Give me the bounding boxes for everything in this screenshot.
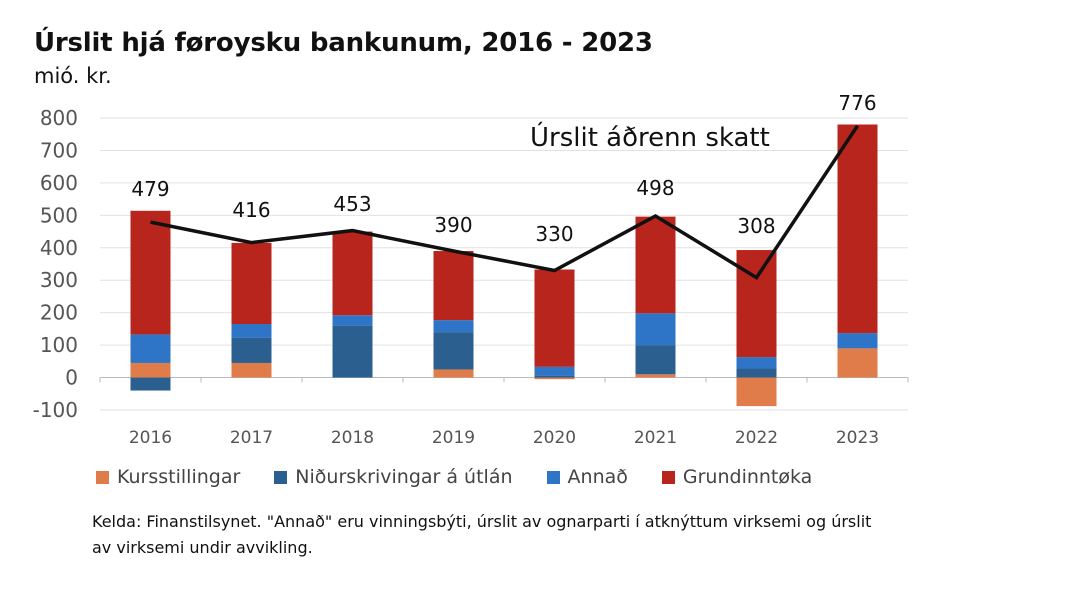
bar-1-2019 <box>433 332 474 370</box>
bar-0-2023 <box>837 348 878 378</box>
legend-swatch-grundinntoka <box>661 470 675 484</box>
bar-3-2019 <box>433 251 474 321</box>
legend-item-annad: Annað <box>546 466 628 488</box>
bar-1-2022 <box>736 368 777 378</box>
bar-2-2022 <box>736 357 777 369</box>
x-tick-label: 2021 <box>634 428 677 448</box>
x-tick-label: 2020 <box>533 428 576 448</box>
bar-1-2017 <box>231 337 272 363</box>
y-tick-label: 400 <box>40 236 78 260</box>
bar-2-2016 <box>130 334 171 363</box>
y-axis-unit-label: mió. kr. <box>34 64 112 88</box>
bar-2-2020 <box>534 366 575 376</box>
bar-3-2020 <box>534 269 575 367</box>
x-tick-label: 2017 <box>230 428 273 448</box>
legend-item-grundinntoka: Grundinntøka <box>661 466 813 488</box>
bar-3-2018 <box>332 231 373 316</box>
x-tick-label: 2023 <box>836 428 879 448</box>
line-data-label: 776 <box>838 91 876 115</box>
x-tick-label: 2019 <box>432 428 475 448</box>
bar-0-2019 <box>433 369 474 378</box>
legend: Kursstillingar Niðurskrivingar á útlán A… <box>96 466 812 488</box>
legend-swatch-nidurskrivingar <box>274 470 288 484</box>
legend-label-kursstillingar: Kursstillingar <box>117 466 241 488</box>
x-tick-label: 2018 <box>331 428 374 448</box>
line-data-label: 479 <box>131 177 169 201</box>
chart-title: Úrslit hjá føroysku bankunum, 2016 - 202… <box>34 28 653 58</box>
line-data-label: 390 <box>434 213 472 237</box>
line-data-label: 330 <box>535 222 573 246</box>
bar-0-2017 <box>231 362 272 378</box>
legend-swatch-kursstillingar <box>96 470 109 484</box>
line-data-label: 498 <box>636 176 674 200</box>
bar-2-2023 <box>837 333 878 349</box>
y-tick-label: 0 <box>65 366 78 390</box>
bar-3-2021 <box>635 216 676 314</box>
bar-0-2021 <box>635 374 676 378</box>
legend-label-nidurskrivingar: Niðurskrivingar á útlán <box>295 466 513 488</box>
bar-0-2016 <box>130 362 171 378</box>
line-data-label: 308 <box>737 214 775 238</box>
bar-2-2018 <box>332 315 373 326</box>
bar-3-2022 <box>736 250 777 358</box>
y-tick-label: -100 <box>33 398 78 422</box>
legend-label-grundinntoka: Grundinntøka <box>682 466 813 488</box>
source-note: Kelda: Finanstilsynet. "Annað" eru vinni… <box>92 512 872 557</box>
line-series-urslit-adrenn-skatt <box>150 124 859 280</box>
y-tick-label: 800 <box>40 106 78 130</box>
bar-1-2020 <box>534 375 575 378</box>
bar-3-2017 <box>231 242 272 325</box>
bar-1-2018 <box>332 325 373 378</box>
legend-item-kursstillingar: Kursstillingar <box>96 466 240 488</box>
bar-2-2019 <box>433 320 474 333</box>
line-series-annotation: Úrslit áðrenn skatt <box>530 121 770 153</box>
bar-2-2021 <box>635 313 676 346</box>
bar-0-2020 <box>534 377 575 380</box>
y-tick-label: 500 <box>40 203 78 227</box>
y-tick-label: 100 <box>40 333 78 357</box>
line-data-label: 453 <box>333 192 371 216</box>
bar-1-2016 <box>130 377 171 391</box>
bar-3-2023 <box>837 124 878 334</box>
bar-3-2016 <box>130 210 171 335</box>
y-tick-label: 700 <box>40 138 78 162</box>
legend-label-annad: Annað <box>567 466 628 488</box>
x-tick-label: 2016 <box>129 428 172 448</box>
legend-item-nidurskrivingar: Niðurskrivingar á útlán <box>274 466 513 488</box>
bar-1-2021 <box>635 345 676 375</box>
y-tick-label: 300 <box>40 268 78 292</box>
legend-swatch-annad <box>546 470 560 484</box>
bar-2-2017 <box>231 324 272 338</box>
y-tick-label: 200 <box>40 301 78 325</box>
bar-0-2022 <box>736 377 777 407</box>
chart-area: -100 0 100 200 300 400 500 600 700 800 2016 2017 201… <box>33 91 909 448</box>
x-tick-label: 2022 <box>735 428 778 448</box>
y-tick-label: 600 <box>40 171 78 195</box>
line-data-label: 416 <box>232 198 270 222</box>
